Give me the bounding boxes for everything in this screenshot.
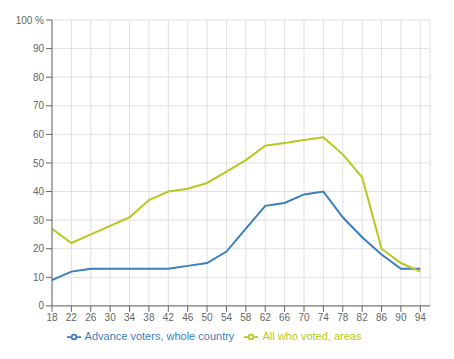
svg-text:70: 70 [298, 312, 310, 323]
svg-text:74: 74 [318, 312, 330, 323]
svg-text:0: 0 [38, 300, 44, 311]
svg-text:62: 62 [260, 312, 272, 323]
svg-text:50: 50 [33, 158, 45, 169]
svg-text:22: 22 [66, 312, 78, 323]
svg-text:38: 38 [143, 312, 155, 323]
svg-text:86: 86 [376, 312, 388, 323]
svg-text:26: 26 [85, 312, 97, 323]
svg-text:70: 70 [33, 100, 45, 111]
svg-text:34: 34 [124, 312, 136, 323]
svg-text:100 %: 100 % [16, 15, 44, 26]
svg-text:30: 30 [33, 215, 45, 226]
svg-text:60: 60 [33, 129, 45, 140]
html-text:All who voted, areas: All who voted, areas [262, 329, 362, 342]
svg-text:50: 50 [202, 312, 214, 323]
svg-text:78: 78 [337, 312, 349, 323]
svg-text:30: 30 [105, 312, 117, 323]
html-text:Advance voters, whole country: Advance voters, whole country [84, 329, 235, 342]
svg-text:94: 94 [415, 312, 427, 323]
svg-text:46: 46 [182, 312, 194, 323]
svg-text:18: 18 [46, 312, 58, 323]
svg-text:54: 54 [221, 312, 233, 323]
svg-text:90: 90 [395, 312, 407, 323]
svg-text:20: 20 [33, 243, 45, 254]
svg-text:80: 80 [33, 72, 45, 83]
svg-text:42: 42 [163, 312, 175, 323]
svg-text:40: 40 [33, 186, 45, 197]
svg-text:58: 58 [240, 312, 252, 323]
svg-text:66: 66 [279, 312, 291, 323]
svg-text:90: 90 [33, 43, 45, 54]
svg-text:10: 10 [33, 272, 45, 283]
svg-text:82: 82 [357, 312, 369, 323]
